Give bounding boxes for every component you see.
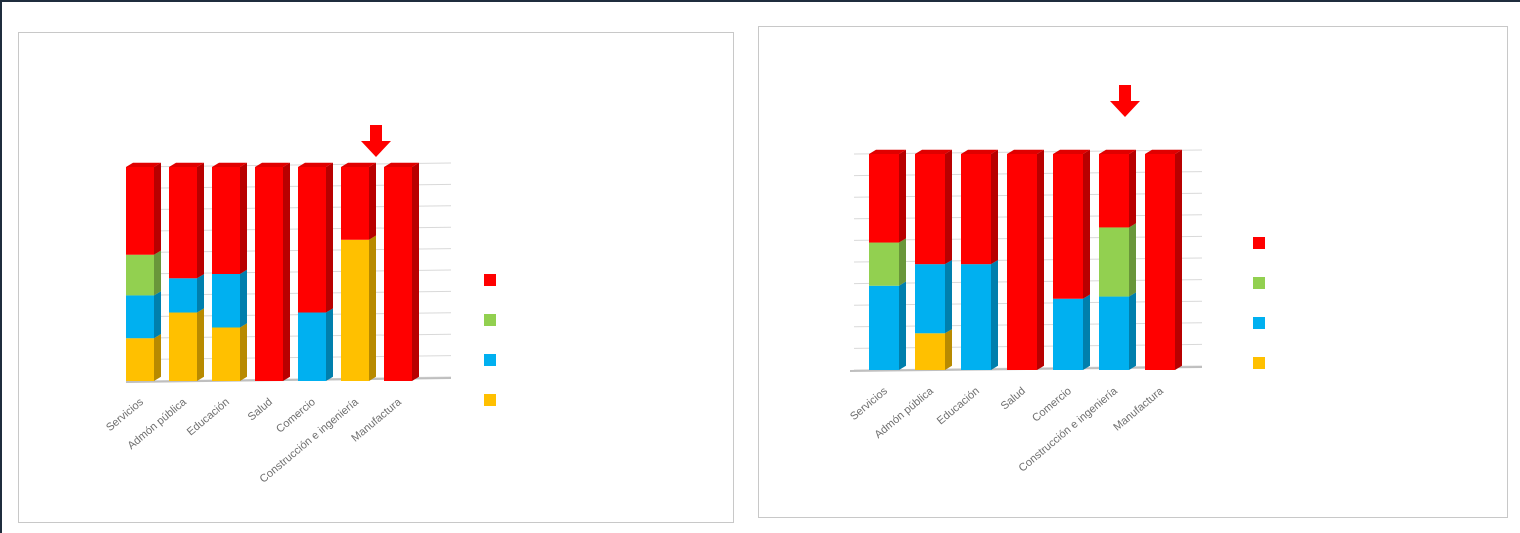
bar-segment [298,308,333,381]
legend-swatch [484,354,496,366]
highlight-arrow-icon [361,125,391,157]
bar-segment [1007,150,1044,370]
legend-swatch [484,394,496,406]
bar-segment [169,274,204,312]
bar-segment [126,334,161,381]
category-label: Salud [246,396,275,423]
bar-segment [1145,150,1182,370]
bar-segment [298,163,333,313]
category-label: Educación [935,385,982,427]
bar-segment [384,163,419,381]
category-label: Manufactura [1111,385,1166,434]
legend-swatch [484,314,496,326]
bar-segment [869,238,906,285]
bar-segment [869,150,906,243]
bar-segment [341,236,376,381]
legend [1253,237,1265,369]
category-label: Servicios [848,385,890,423]
legend [484,274,496,406]
bar-segment [212,323,247,381]
bar-segment [869,282,906,370]
bar-segment [1099,292,1136,370]
bar-segment [961,260,998,370]
bars [126,163,419,381]
bar-segment [1099,223,1136,296]
highlight-arrow-icon [1110,85,1140,117]
legend-swatch [1253,237,1265,249]
bar-segment [1053,150,1090,299]
category-label: Salud [999,385,1028,412]
legend-swatch [484,274,496,286]
chart-panel-left: Servicios Admón pública Educación Salud Come… [18,32,734,523]
bar-segment [1053,295,1090,370]
bar-segment [915,329,952,370]
category-label: Educación [185,396,232,438]
legend-swatch [1253,277,1265,289]
legend-swatch [1253,357,1265,369]
bar-segment [212,163,247,274]
bar-segment [1099,150,1136,228]
category-label: Comercio [1030,385,1074,424]
chart-panel-right: Servicios Admón pública Educación Salud Come… [758,26,1508,518]
category-label: Servicios [104,396,146,434]
category-label: Comercio [274,396,318,435]
bar-segment [212,270,247,328]
bar-segment [341,163,376,240]
bar-segment [915,150,952,264]
bar-segment [126,163,161,255]
bar-segment [126,291,161,338]
bar-segment [169,163,204,278]
bars [869,150,1182,370]
bar-segment [169,308,204,381]
bar-segment [126,251,161,296]
bar-segment [961,150,998,264]
bar-segment [255,163,290,381]
bar-segment [915,260,952,333]
legend-swatch [1253,317,1265,329]
